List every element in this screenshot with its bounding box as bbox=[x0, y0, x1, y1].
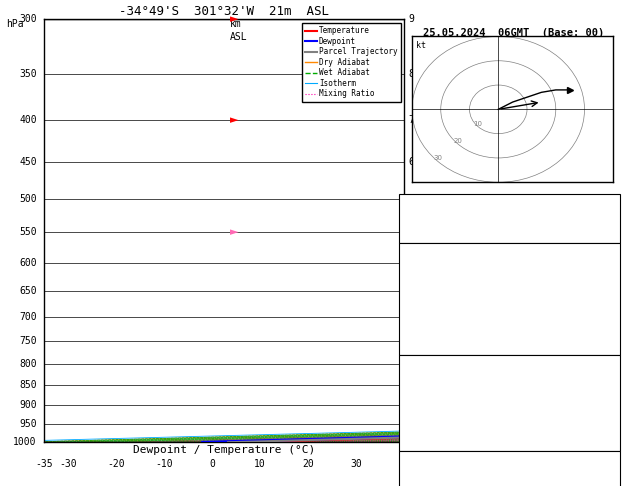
Text: θₑ(K): θₑ(K) bbox=[403, 295, 430, 304]
X-axis label: Dewpoint / Temperature (°C): Dewpoint / Temperature (°C) bbox=[133, 445, 315, 455]
Legend: Temperature, Dewpoint, Parcel Trajectory, Dry Adiabat, Wet Adiabat, Isotherm, Mi: Temperature, Dewpoint, Parcel Trajectory… bbox=[302, 23, 401, 102]
Text: 9: 9 bbox=[408, 15, 414, 24]
Text: 8: 8 bbox=[408, 69, 414, 79]
Text: Lifted Index: Lifted Index bbox=[403, 311, 467, 320]
Text: 800: 800 bbox=[19, 359, 37, 369]
Text: ►: ► bbox=[230, 227, 238, 237]
Text: Hodograph: Hodograph bbox=[483, 455, 536, 466]
Text: 500: 500 bbox=[19, 194, 37, 204]
Text: Totals Totals: Totals Totals bbox=[403, 215, 472, 224]
Text: 30: 30 bbox=[606, 406, 616, 416]
Text: 283: 283 bbox=[600, 295, 616, 304]
Text: Dewp (°C): Dewp (°C) bbox=[403, 279, 451, 289]
Title: -34°49'S  301°32'W  21m  ASL: -34°49'S 301°32'W 21m ASL bbox=[119, 5, 329, 18]
Text: 550: 550 bbox=[19, 227, 37, 237]
Text: 291: 291 bbox=[600, 391, 616, 400]
Text: 0: 0 bbox=[611, 326, 616, 335]
Text: Lifted Index: Lifted Index bbox=[403, 406, 467, 416]
Text: -10: -10 bbox=[155, 459, 173, 469]
Text: 0: 0 bbox=[611, 342, 616, 351]
Text: -35: -35 bbox=[35, 459, 53, 469]
Text: 450: 450 bbox=[19, 157, 37, 167]
Text: ASL: ASL bbox=[230, 32, 247, 42]
Text: EH: EH bbox=[403, 471, 413, 480]
Text: 0.56: 0.56 bbox=[595, 230, 616, 240]
Text: 40: 40 bbox=[398, 459, 410, 469]
Text: 3: 3 bbox=[408, 312, 414, 322]
Text: 3.3: 3.3 bbox=[600, 264, 616, 273]
Text: Surface: Surface bbox=[489, 248, 530, 259]
Text: 5: 5 bbox=[408, 194, 414, 204]
Text: 7: 7 bbox=[408, 116, 414, 125]
Text: θₑ (K): θₑ (K) bbox=[403, 391, 435, 400]
Text: Most Unstable: Most Unstable bbox=[471, 360, 548, 370]
Text: hPa: hPa bbox=[6, 19, 24, 30]
Text: ►: ► bbox=[230, 116, 238, 125]
Text: Temp (°C): Temp (°C) bbox=[403, 264, 451, 273]
Text: 25.05.2024  06GMT  (Base: 00): 25.05.2024 06GMT (Base: 00) bbox=[423, 28, 604, 38]
Text: 750: 750 bbox=[19, 336, 37, 346]
Text: 1: 1 bbox=[408, 400, 414, 410]
Text: 4.5: 4.5 bbox=[408, 227, 426, 237]
Text: 900: 900 bbox=[19, 400, 37, 410]
Text: -30: -30 bbox=[59, 459, 77, 469]
Text: 8: 8 bbox=[611, 471, 616, 480]
Text: 30: 30 bbox=[433, 156, 442, 161]
Text: © weatheronline.co.uk: © weatheronline.co.uk bbox=[457, 472, 562, 481]
Text: 28: 28 bbox=[606, 215, 616, 224]
Text: PW (cm): PW (cm) bbox=[403, 230, 440, 240]
Text: 0: 0 bbox=[408, 419, 414, 429]
Text: 20: 20 bbox=[454, 139, 462, 144]
Text: 350: 350 bbox=[19, 69, 37, 79]
Text: CIN (J): CIN (J) bbox=[403, 437, 440, 447]
Text: 30: 30 bbox=[350, 459, 362, 469]
Text: 10: 10 bbox=[474, 122, 482, 127]
Text: LCL: LCL bbox=[408, 420, 423, 429]
Text: 6: 6 bbox=[408, 157, 414, 167]
Text: km: km bbox=[230, 19, 242, 30]
Text: 4: 4 bbox=[408, 258, 414, 268]
Text: kt: kt bbox=[416, 41, 426, 50]
Text: Pressure (mb): Pressure (mb) bbox=[403, 375, 472, 384]
Text: CAPE (J): CAPE (J) bbox=[403, 326, 445, 335]
Text: 0: 0 bbox=[611, 437, 616, 447]
Text: -37: -37 bbox=[600, 199, 616, 208]
Text: 650: 650 bbox=[19, 286, 37, 296]
Text: ►: ► bbox=[230, 15, 238, 24]
Text: 10: 10 bbox=[254, 459, 266, 469]
Text: CIN (J): CIN (J) bbox=[403, 342, 440, 351]
Text: -20: -20 bbox=[108, 459, 125, 469]
Text: 0: 0 bbox=[209, 459, 215, 469]
Text: 400: 400 bbox=[19, 116, 37, 125]
Text: CAPE (J): CAPE (J) bbox=[403, 422, 445, 431]
Text: 750: 750 bbox=[600, 375, 616, 384]
Text: 2: 2 bbox=[408, 359, 414, 369]
Text: 950: 950 bbox=[19, 419, 37, 429]
Text: 700: 700 bbox=[19, 312, 37, 322]
Text: 0: 0 bbox=[611, 422, 616, 431]
Text: -2: -2 bbox=[606, 279, 616, 289]
Text: 600: 600 bbox=[19, 258, 37, 268]
Text: 20: 20 bbox=[303, 459, 314, 469]
Text: 850: 850 bbox=[19, 380, 37, 390]
Text: K: K bbox=[403, 199, 408, 208]
Text: 20: 20 bbox=[606, 311, 616, 320]
Text: 300: 300 bbox=[19, 15, 37, 24]
Text: 1000: 1000 bbox=[13, 437, 37, 447]
